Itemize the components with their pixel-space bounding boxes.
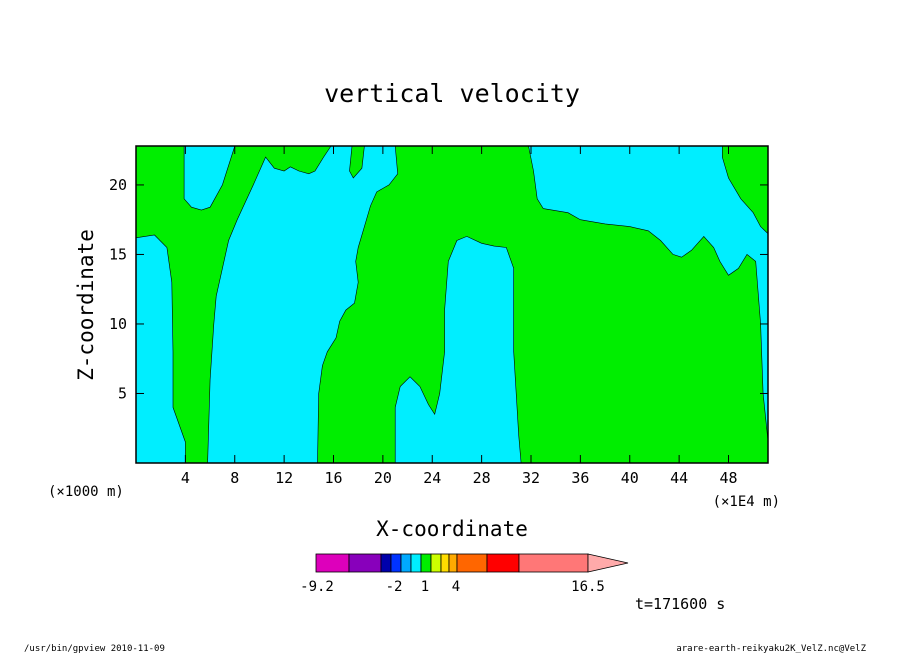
colorbar-tick-label: 1 xyxy=(421,579,429,595)
y-tick-label: 10 xyxy=(109,315,127,333)
x-tick-label: 16 xyxy=(324,469,342,487)
x-tick-label: 24 xyxy=(423,469,441,487)
x-tick-label: 12 xyxy=(275,469,293,487)
x-tick-label: 40 xyxy=(621,469,639,487)
x-axis-title: X-coordinate xyxy=(376,517,528,541)
colorbar-bin xyxy=(456,553,488,573)
y-axis: 5 10 15 20 xyxy=(109,176,768,402)
x-tick-label: 20 xyxy=(374,469,392,487)
colorbar-bin xyxy=(420,553,432,573)
y-axis-title: Z-coordinate xyxy=(74,229,98,381)
colorbar-bin xyxy=(380,553,392,573)
colorbar-bin xyxy=(518,553,589,573)
colorbar-bin xyxy=(390,553,402,573)
colorbar-bin xyxy=(430,553,442,573)
colorbar-bin xyxy=(315,553,350,573)
x-tick-label: 4 xyxy=(181,469,190,487)
colorbar-bin xyxy=(448,553,458,573)
colorbar-bin xyxy=(440,553,450,573)
colorbar-bin xyxy=(486,553,520,573)
x-axis: 4 8 12 16 20 24 28 32 36 40 44 48 xyxy=(181,146,738,487)
colorbar-tick-label: 4 xyxy=(452,579,460,595)
x-tick-label: 44 xyxy=(670,469,688,487)
y-unit-label: (×1000 m) xyxy=(48,484,124,500)
footer-left: /usr/bin/gpview 2010-11-09 xyxy=(24,644,165,654)
colorbar-bin xyxy=(400,553,412,573)
x-unit-label: (×1E4 m) xyxy=(713,494,780,510)
x-tick-label: 28 xyxy=(473,469,491,487)
x-tick-label: 32 xyxy=(522,469,540,487)
colorbar xyxy=(315,553,629,573)
contour-region xyxy=(528,145,769,441)
colorbar-tick-label: -2 xyxy=(386,579,403,595)
footer-right: arare-earth-reikyaku2K_VelZ.nc@VelZ xyxy=(676,644,866,654)
colorbar-min-label: -9.2 xyxy=(300,579,334,595)
colorbar-max-label: 16.5 xyxy=(571,579,605,595)
x-tick-label: 36 xyxy=(571,469,589,487)
y-tick-label: 20 xyxy=(109,176,127,194)
x-tick-label: 48 xyxy=(719,469,737,487)
contour-region xyxy=(207,145,399,464)
y-tick-label: 5 xyxy=(118,384,127,402)
time-label: t=171600 s xyxy=(635,595,725,613)
contour-region xyxy=(183,145,236,211)
chart-title: vertical velocity xyxy=(324,79,580,108)
plot-frame xyxy=(135,145,769,464)
x-tick-label: 8 xyxy=(230,469,239,487)
contour-region xyxy=(394,236,522,464)
colorbar-bin xyxy=(410,553,422,573)
plot-area xyxy=(135,145,769,464)
y-tick-label: 15 xyxy=(109,245,127,263)
colorbar-extend-arrow xyxy=(587,553,629,573)
colorbar-bin xyxy=(348,553,382,573)
